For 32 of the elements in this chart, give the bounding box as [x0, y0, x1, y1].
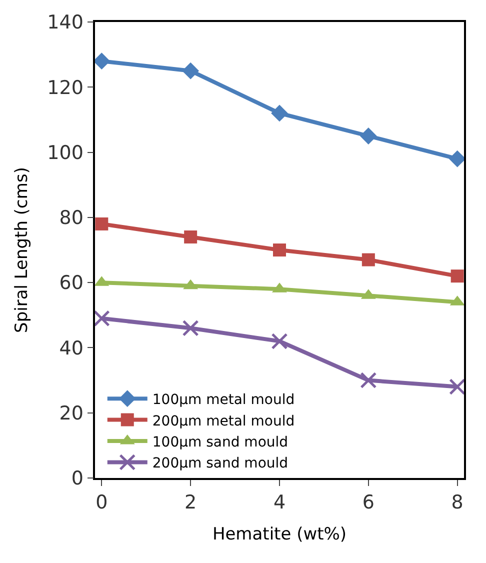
x-tick-label: 6 [362, 492, 374, 514]
x-tick-label: 4 [273, 492, 286, 514]
y-tick-label: 0 [71, 468, 84, 490]
legend-label: 100µm sand mould [152, 434, 288, 450]
y-tick-label: 60 [59, 272, 84, 294]
point [448, 150, 464, 168]
point [182, 320, 199, 336]
point [362, 253, 375, 266]
point [360, 372, 377, 389]
x-axis-title: Hematite (wt%) [212, 524, 347, 544]
point [271, 104, 288, 122]
x-tick-label: 2 [184, 492, 197, 514]
point [95, 217, 108, 230]
y-tick-label: 100 [47, 142, 84, 164]
legend-label: 100µm metal mould [152, 392, 295, 408]
point [450, 270, 464, 283]
point [95, 52, 110, 70]
legend-label: 200µm metal mould [152, 413, 295, 430]
point [271, 332, 288, 350]
point [184, 230, 198, 244]
y-tick-label: 20 [59, 402, 84, 425]
point [182, 62, 200, 80]
x-tick-label: 0 [96, 492, 108, 514]
legend-label: 200µm sand mould [152, 456, 288, 472]
y-tick-label: 140 [47, 12, 84, 34]
y-tick-label: 120 [47, 76, 84, 99]
point [273, 244, 286, 256]
x-tick-label: 8 [451, 492, 464, 514]
point [360, 128, 377, 144]
y-tick-label: 40 [59, 337, 84, 360]
y-axis-title: Spiral Length (cms) [12, 167, 32, 333]
y-tick-label: 80 [59, 207, 84, 230]
